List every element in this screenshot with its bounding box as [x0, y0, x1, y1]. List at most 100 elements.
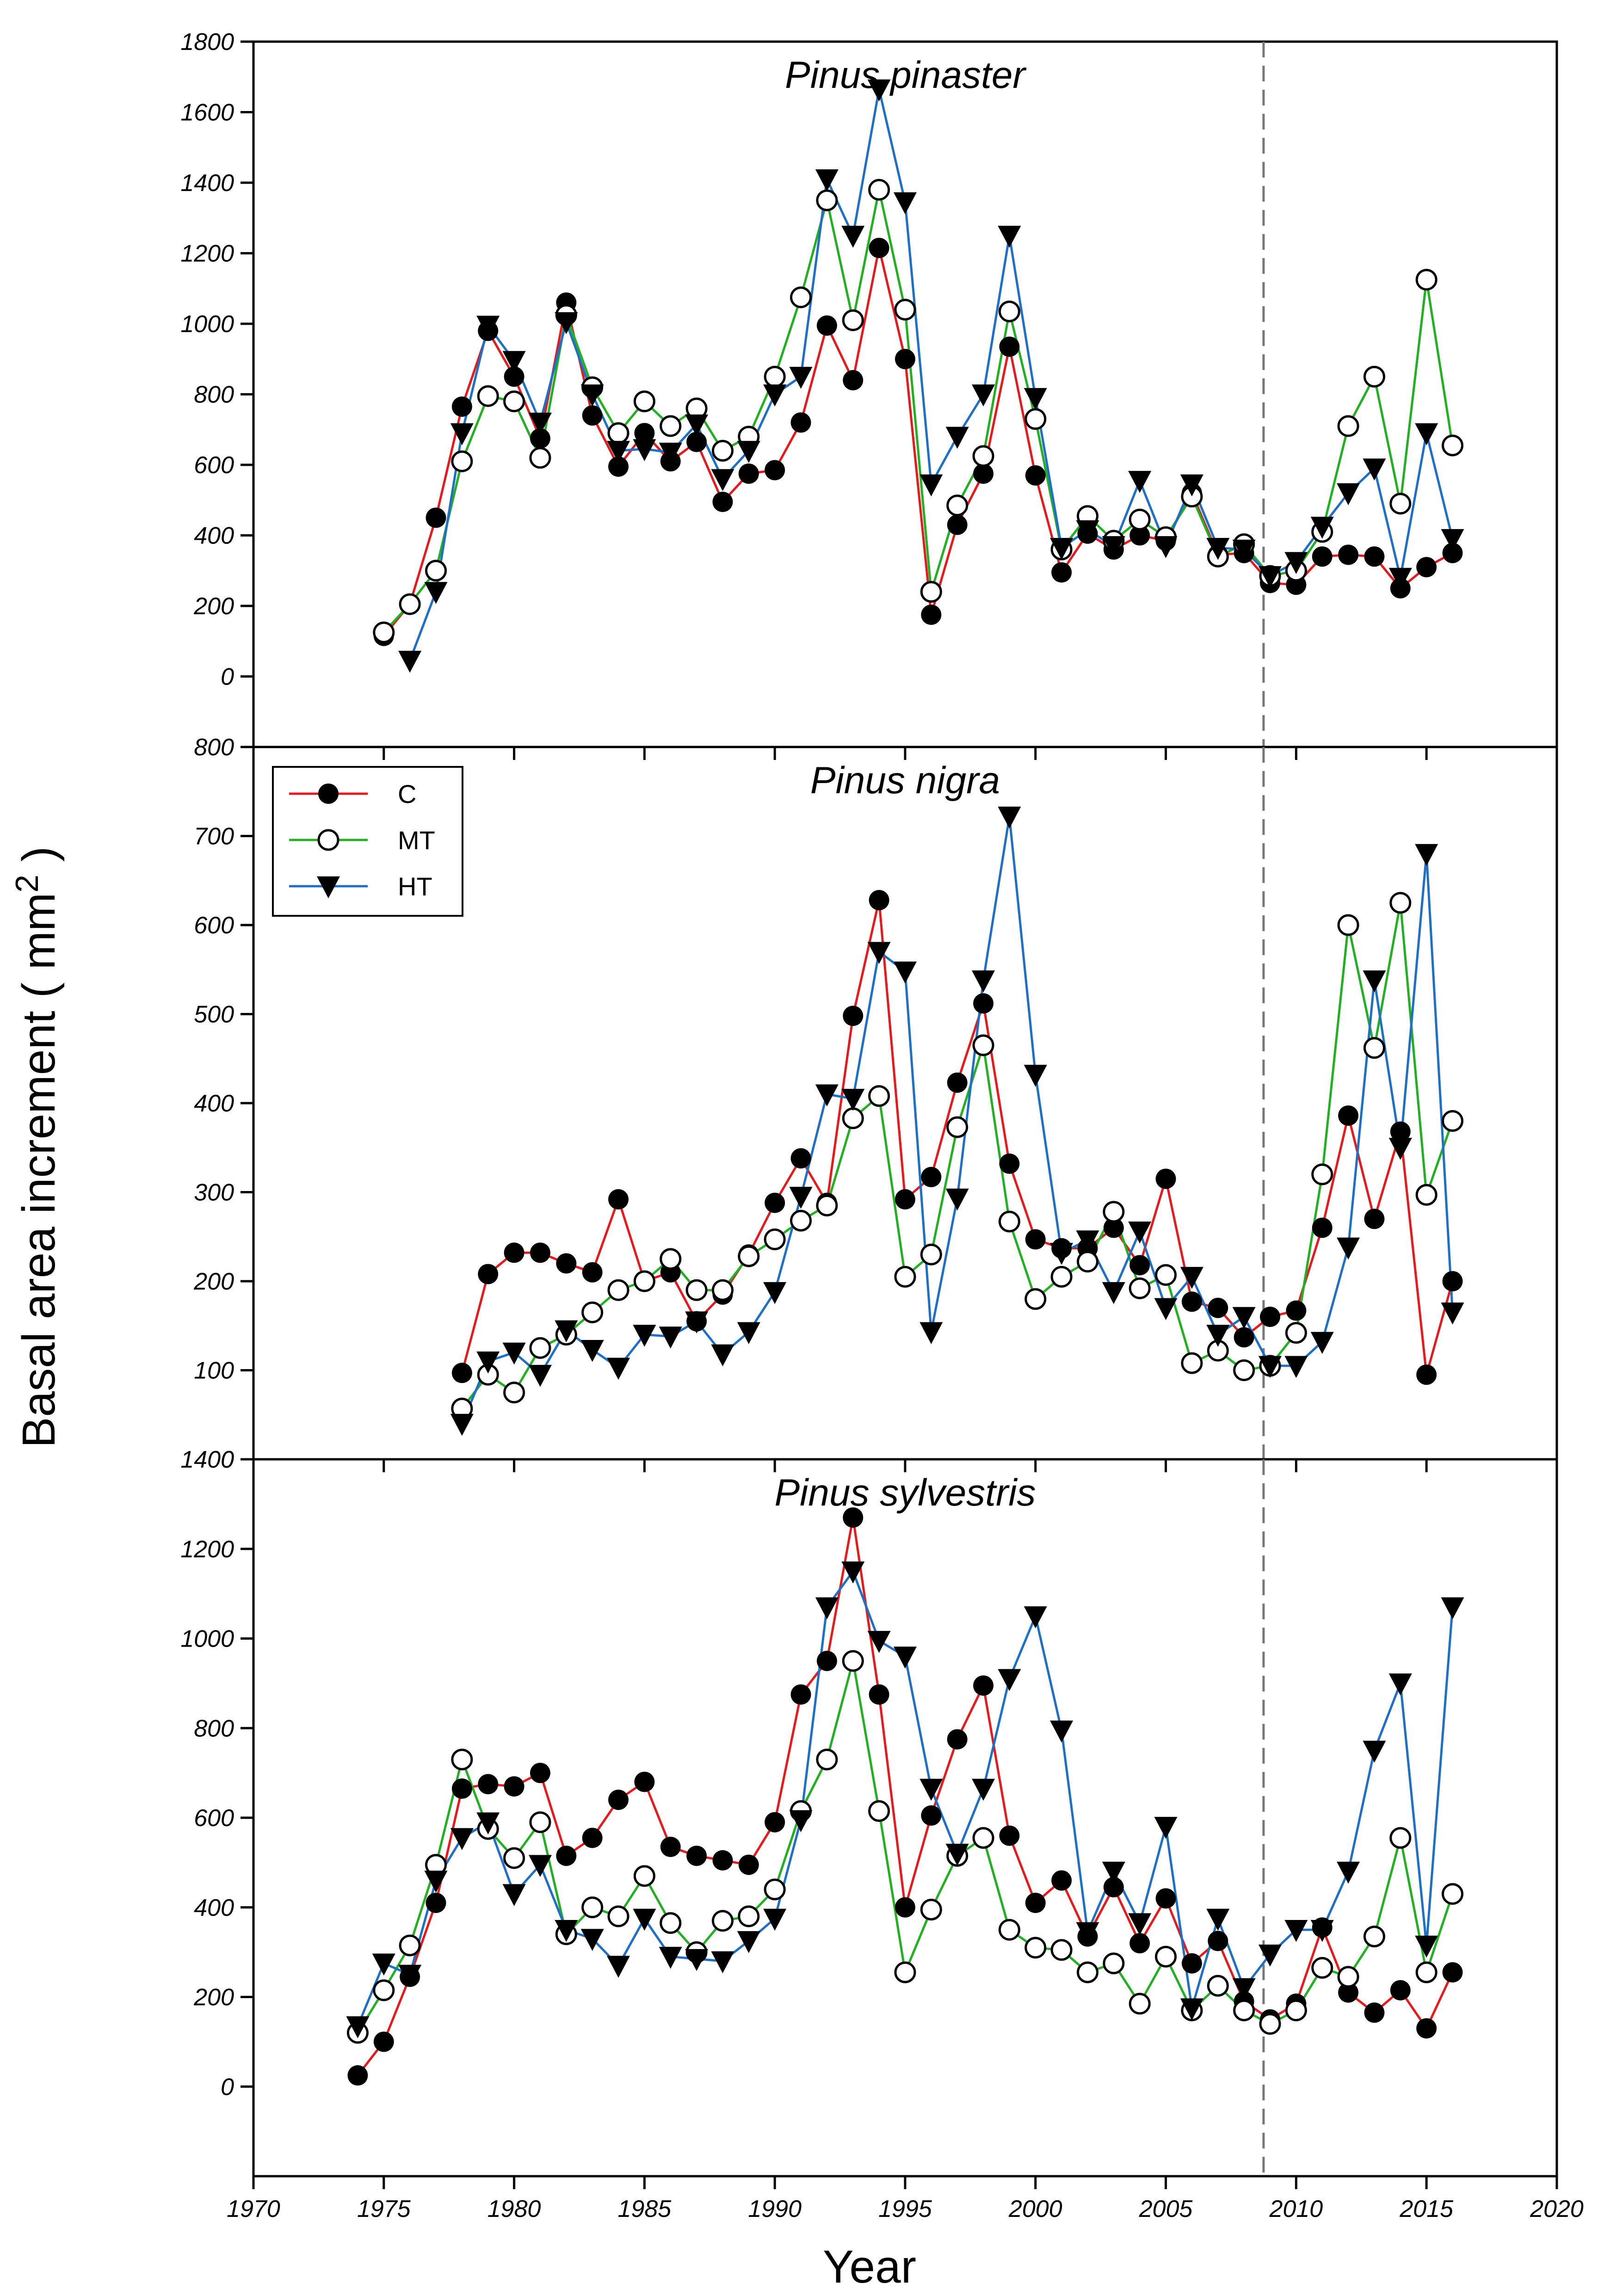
- data-point-mt: [1129, 1277, 1151, 1299]
- data-point-mt: [581, 1301, 604, 1323]
- data-point-mt: [1285, 1322, 1307, 1344]
- data-point-mt: [711, 1910, 734, 1932]
- data-point-c: [608, 1189, 629, 1210]
- data-point-c: [765, 460, 785, 481]
- legend-label: MT: [398, 826, 435, 855]
- data-point-ht: [1180, 1998, 1203, 2020]
- data-point-ht: [607, 1358, 630, 1380]
- x-tick-label: 1980: [487, 2196, 541, 2222]
- data-point-mt: [373, 1979, 395, 2001]
- y-tick-label: 400: [194, 1895, 234, 1921]
- y-tick-label: 100: [194, 1358, 234, 1384]
- data-point-c: [660, 1836, 681, 1857]
- data-point-c: [530, 1763, 550, 1784]
- data-point-mt: [1337, 415, 1359, 437]
- data-point-ht: [1206, 1908, 1230, 1931]
- data-point-ht: [1076, 1230, 1099, 1253]
- data-point-mt: [373, 621, 395, 643]
- data-point-mt: [816, 1748, 838, 1771]
- data-point-mt: [1024, 408, 1047, 430]
- data-point-c: [634, 423, 655, 444]
- data-point-ht: [1415, 423, 1438, 445]
- data-point-ht: [919, 1778, 943, 1801]
- data-point-mt: [764, 1228, 786, 1251]
- data-point-ht: [1154, 1817, 1178, 1839]
- data-point-mt: [1389, 1827, 1412, 1849]
- data-point-c: [478, 1774, 499, 1795]
- y-tick-label: 0: [221, 2074, 234, 2100]
- data-point-ht: [1232, 539, 1256, 562]
- data-point-ht: [1363, 1741, 1386, 1763]
- data-point-c: [582, 1827, 603, 1848]
- data-point-ht: [972, 384, 995, 407]
- x-tick-label: 2000: [1008, 2196, 1062, 2222]
- series-markers-mt: [451, 892, 1464, 1420]
- data-point-c: [1364, 2002, 1385, 2023]
- series-markers-ht: [398, 79, 1464, 673]
- data-point-ht: [1258, 1356, 1282, 1378]
- data-point-c: [686, 432, 707, 452]
- data-point-c: [790, 412, 811, 433]
- data-point-ht: [867, 79, 891, 102]
- data-point-mt: [1363, 1926, 1385, 1948]
- data-point-c: [869, 238, 889, 259]
- data-point-c: [1103, 1877, 1124, 1898]
- data-point-mt: [1415, 1961, 1437, 1983]
- data-point-c: [1103, 1217, 1124, 1238]
- data-point-c: [1338, 1105, 1359, 1126]
- data-point-ht: [894, 192, 917, 215]
- data-point-ht: [1415, 1935, 1438, 1958]
- series-markers-ht: [346, 1561, 1464, 2038]
- data-point-ht: [476, 1352, 500, 1374]
- data-point-ht: [1024, 1065, 1047, 1087]
- data-point-mt: [399, 1934, 421, 1957]
- y-tick-label: 1400: [180, 1446, 234, 1473]
- y-tick-label: 400: [194, 523, 234, 549]
- y-tick-label: 200: [193, 1984, 234, 2011]
- data-point-ht: [711, 1951, 734, 1974]
- data-point-ht: [476, 1812, 500, 1834]
- data-point-c: [1364, 546, 1385, 567]
- data-point-ht: [502, 1884, 526, 1906]
- data-point-ht: [555, 312, 578, 334]
- legend-marker: [317, 876, 340, 899]
- data-point-mt: [972, 1827, 994, 1849]
- data-point-mt: [1050, 1939, 1073, 1961]
- panel-frame: [252, 40, 1558, 748]
- data-point-c: [999, 1153, 1020, 1174]
- legend-marker: [318, 784, 339, 804]
- data-point-ht: [1180, 1267, 1203, 1289]
- data-point-ht: [1102, 536, 1125, 558]
- data-point-ht: [685, 1311, 709, 1333]
- x-tick-label: 2015: [1399, 2196, 1454, 2222]
- data-point-ht: [1128, 1221, 1152, 1244]
- data-point-c: [1260, 1307, 1281, 1327]
- data-point-c: [608, 1790, 629, 1810]
- data-point-c: [843, 1006, 864, 1026]
- data-point-c: [1390, 1121, 1411, 1142]
- data-point-c: [1129, 525, 1150, 546]
- data-point-c: [816, 315, 837, 336]
- data-point-mt: [790, 286, 812, 309]
- data-point-ht: [555, 1320, 578, 1343]
- data-point-ht: [1388, 568, 1412, 590]
- data-point-ht: [1441, 529, 1464, 551]
- data-point-mt: [1233, 1359, 1255, 1381]
- data-point-c: [790, 1684, 811, 1705]
- data-point-mt: [399, 593, 421, 615]
- data-point-ht: [1102, 1862, 1125, 1884]
- data-point-ht: [1337, 483, 1360, 506]
- data-point-ht: [450, 1413, 474, 1436]
- data-point-mt: [660, 415, 682, 437]
- data-point-c: [921, 605, 942, 625]
- x-tick-label: 1990: [748, 2196, 802, 2222]
- data-point-ht: [867, 942, 891, 964]
- data-point-c: [973, 1675, 994, 1696]
- data-point-ht: [607, 1956, 630, 1978]
- data-point-ht: [998, 806, 1021, 829]
- data-point-ht: [763, 1908, 787, 1931]
- data-point-mt: [738, 1905, 760, 1927]
- data-point-mt: [1207, 1975, 1229, 1997]
- data-point-ht: [1232, 1307, 1256, 1329]
- data-point-c: [1181, 1953, 1202, 1974]
